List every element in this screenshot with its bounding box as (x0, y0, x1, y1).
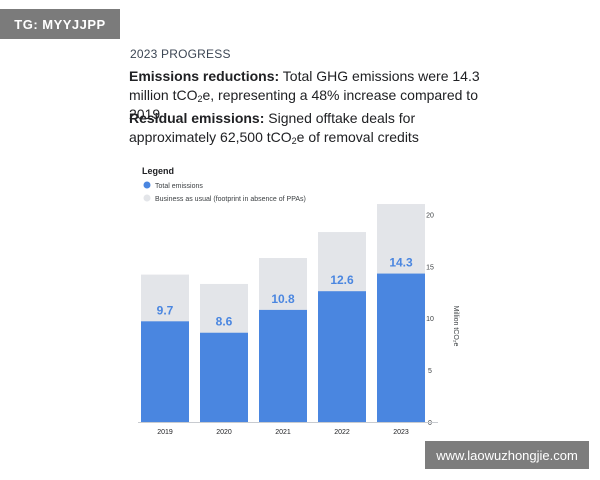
x-tick-2021: 2021 (275, 429, 291, 436)
y-tick-5: 5 (428, 368, 432, 375)
data-label-2021: 10.8 (271, 292, 295, 306)
x-tick-2020: 2020 (216, 429, 232, 436)
emissions-text-b: e, representing a 48% increase compared … (129, 87, 478, 122)
section-kicker: 2023 PROGRESS (130, 47, 231, 61)
total-bar-2023 (377, 273, 425, 422)
legend-swatch-bau (143, 194, 151, 202)
data-label-2022: 12.6 (330, 273, 354, 287)
legend-label-total: Total emissions (155, 183, 203, 190)
residual-paragraph: Residual emissions: Signed offtake deals… (129, 109, 499, 147)
chart-legend: Legend Total emissions Business as usual… (142, 166, 306, 203)
total-bar-2021 (259, 309, 307, 422)
legend-title: Legend (142, 166, 174, 176)
emissions-chart: Legend Total emissions Business as usual… (126, 150, 464, 442)
x-tick-2023: 2023 (393, 429, 409, 436)
total-bar-2020 (200, 332, 248, 422)
data-label-2023: 14.3 (389, 256, 413, 270)
y-tick-0: 0 (428, 420, 432, 427)
legend-label-bau: Business as usual (footprint in absence … (155, 196, 306, 203)
x-tick-2019: 2019 (157, 429, 173, 436)
emissions-subscript: 2 (197, 94, 203, 104)
data-label-2020: 8.6 (216, 315, 233, 329)
watermark-top-left: TG: MYYJJPP (0, 9, 120, 39)
y-tick-10: 10 (426, 316, 434, 323)
watermark-bottom-right: www.laowuzhongjie.com (425, 441, 589, 469)
emissions-text-a: Total GHG emissions were 14.3 million tC… (129, 68, 480, 103)
residual-text-b: e of removal credits (296, 129, 419, 145)
y-tick-15: 15 (426, 264, 434, 271)
residual-label: Residual emissions: (129, 110, 265, 126)
x-tick-2022: 2022 (334, 429, 350, 436)
legend-swatch-total (143, 181, 151, 189)
residual-subscript: 2 (291, 136, 297, 146)
y-axis-label: Million tCO₂e (452, 306, 459, 347)
emissions-label: Emissions reductions: (129, 68, 280, 84)
y-tick-20: 20 (426, 212, 434, 219)
total-bar-2022 (318, 291, 366, 422)
residual-text-a: Signed offtake deals for approximately 6… (129, 110, 416, 145)
emissions-paragraph: Emissions reductions: Total GHG emission… (129, 67, 499, 124)
total-bar-2019 (141, 321, 189, 422)
chart-svg: Legend Total emissions Business as usual… (138, 166, 459, 436)
data-label-2019: 9.7 (157, 303, 174, 317)
